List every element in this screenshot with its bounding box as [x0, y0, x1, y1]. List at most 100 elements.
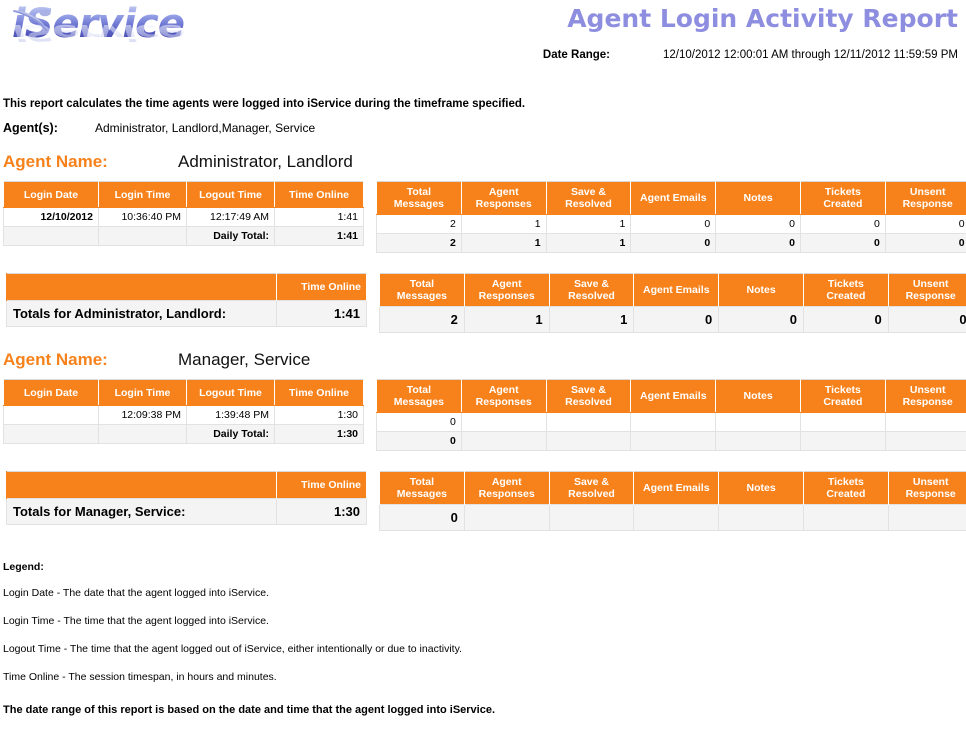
counts-col-header: Notes — [718, 273, 804, 307]
iservice-logo: iService iService — [12, 2, 212, 74]
counts-table-wrap: Total Messages Agent Responses Save & Reso… — [376, 379, 966, 451]
counts-daily-total-cell: 1 — [460, 233, 547, 253]
totals-time-table: Time Online Totals for Manager, Service: 1… — [6, 471, 367, 525]
counts-cell: 0 — [715, 214, 801, 234]
cell-login-date — [3, 405, 99, 425]
daily-total-label: Daily Total: — [186, 226, 275, 246]
totals-row: 0 — [379, 504, 966, 531]
counts-col-header: Save & Resolved — [545, 379, 632, 413]
legend-title: Legend: — [3, 561, 44, 573]
counts-cell — [630, 412, 717, 432]
agents-label: Agent(s): — [3, 121, 58, 135]
cell-empty — [3, 424, 99, 444]
table-row: 12:09:38 PM 1:39:48 PM 1:30 — [3, 405, 364, 425]
agent-name-label: Agent Name: — [3, 152, 108, 171]
cell-login-time: 12:09:38 PM — [98, 405, 187, 425]
totals-row: Totals for Manager, Service: 1:30 — [6, 498, 367, 525]
logo-reflection: iService — [12, 19, 184, 45]
session-table: Login Date Login Time Logout Time Time Onli… — [3, 181, 364, 246]
totals-counts-table: Total Messages Agent Responses Save & Reso… — [379, 273, 966, 333]
session-col-header: Login Time — [98, 181, 187, 208]
session-col-header: Login Date — [3, 379, 99, 406]
counts-table: Total Messages Agent Responses Save & Reso… — [376, 379, 966, 451]
counts-daily-total-cell: 2 — [376, 233, 462, 253]
date-range-value: 12/10/2012 12:00:01 AM through 12/11/201… — [663, 49, 958, 61]
cell-empty — [3, 226, 99, 246]
legend-footnote: The date range of this report is based o… — [3, 704, 496, 716]
totals-label: Totals for Administrator, Landlord: — [6, 300, 277, 327]
totals-counts-cell — [887, 504, 966, 531]
counts-col-header: Save & Resolved — [545, 181, 632, 215]
table-header-row: Total Messages Agent Responses Save & Reso… — [376, 181, 966, 215]
counts-cell: 0 — [376, 412, 462, 432]
counts-col-header: Agent Emails — [630, 181, 717, 215]
totals-counts-cell: 0 — [802, 306, 889, 333]
table-header-row: Login Date Login Time Logout Time Time Onli… — [3, 379, 364, 406]
counts-col-header: Notes — [715, 379, 801, 413]
legend-line-time-online: Time Online - The session timespan, in h… — [3, 671, 277, 683]
counts-col-header: Unsent Response — [884, 379, 966, 413]
counts-col-header: Agent Emails — [633, 471, 720, 505]
agent-sections: Agent Name: Administrator, Landlord Login … — [0, 152, 966, 531]
cell-time-online: 1:30 — [274, 405, 364, 425]
table-header-row: Total Messages Agent Responses Save & Reso… — [376, 379, 966, 413]
cell-login-time: 10:36:40 PM — [98, 207, 187, 227]
agent-totals-tables: Time Online Totals for Manager, Service: 1… — [6, 471, 966, 531]
counts-daily-total-cell — [715, 431, 801, 451]
cell-logout-time: 1:39:48 PM — [186, 405, 275, 425]
counts-col-header: Total Messages — [379, 273, 465, 307]
agent-detail-tables: Login Date Login Time Logout Time Time Onli… — [3, 181, 966, 253]
counts-col-header: Agent Responses — [463, 471, 550, 505]
table-header-row: Total Messages Agent Responses Save & Reso… — [379, 273, 966, 307]
counts-col-header: Tickets Created — [799, 379, 886, 413]
counts-col-header: Tickets Created — [802, 273, 889, 307]
counts-col-header: Agent Emails — [633, 273, 720, 307]
counts-daily-total-cell — [545, 431, 632, 451]
table-row: 12/10/2012 10:36:40 PM 12:17:49 AM 1:41 — [3, 207, 364, 227]
counts-daily-total-cell: 0 — [715, 233, 801, 253]
totals-counts-cell: 1 — [548, 306, 635, 333]
report-header: iService iService Agent Login Activity R… — [0, 0, 966, 92]
counts-cell: 2 — [376, 214, 462, 234]
counts-cell: 0 — [799, 214, 886, 234]
counts-col-header: Total Messages — [376, 181, 462, 215]
legend-line-login-date: Login Date - The date that the agent log… — [3, 587, 269, 599]
agents-filter: Agent(s): Administrator, Landlord,Manage… — [3, 121, 966, 135]
table-header-row: Login Date Login Time Logout Time Time Onli… — [3, 181, 364, 208]
agent-detail-tables: Login Date Login Time Logout Time Time Onli… — [3, 379, 966, 451]
table-header-row: Total Messages Agent Responses Save & Reso… — [379, 471, 966, 505]
counts-daily-total-cell — [630, 431, 717, 451]
totals-blank-header — [6, 273, 277, 301]
counts-cell — [715, 412, 801, 432]
totals-counts-cell: 0 — [379, 504, 465, 531]
totals-counts-cell — [802, 504, 889, 531]
counts-col-header: Tickets Created — [802, 471, 889, 505]
counts-table-wrap: Total Messages Agent Responses Save & Reso… — [376, 181, 966, 253]
counts-daily-total-cell: 0 — [630, 233, 717, 253]
counts-cell — [884, 412, 966, 432]
counts-cell — [460, 412, 547, 432]
totals-counts-cell: 0 — [887, 306, 966, 333]
counts-col-header: Tickets Created — [799, 181, 886, 215]
counts-cell: 0 — [630, 214, 717, 234]
agent-name-value: Administrator, Landlord — [178, 152, 353, 171]
session-col-header: Time Online — [274, 181, 364, 208]
totals-time-online-header: Time Online — [276, 471, 367, 499]
totals-counts-cell: 0 — [718, 306, 804, 333]
session-col-header: Logout Time — [186, 379, 275, 406]
daily-total-time-online: 1:30 — [274, 424, 364, 444]
counts-daily-total-cell — [884, 431, 966, 451]
totals-counts-table: Total Messages Agent Responses Save & Reso… — [379, 471, 966, 531]
counts-col-header: Agent Responses — [463, 273, 550, 307]
totals-blank-header — [6, 471, 277, 499]
legend-line-login-time: Login Time - The time that the agent log… — [3, 615, 269, 627]
cell-time-online: 1:41 — [274, 207, 364, 227]
counts-daily-total-cell: 1 — [545, 233, 632, 253]
totals-counts-cell — [718, 504, 804, 531]
cell-empty — [98, 226, 187, 246]
title-block: Agent Login Activity Report Date Range: … — [458, 4, 958, 63]
counts-col-header: Agent Responses — [460, 181, 547, 215]
counts-cell: 1 — [460, 214, 547, 234]
